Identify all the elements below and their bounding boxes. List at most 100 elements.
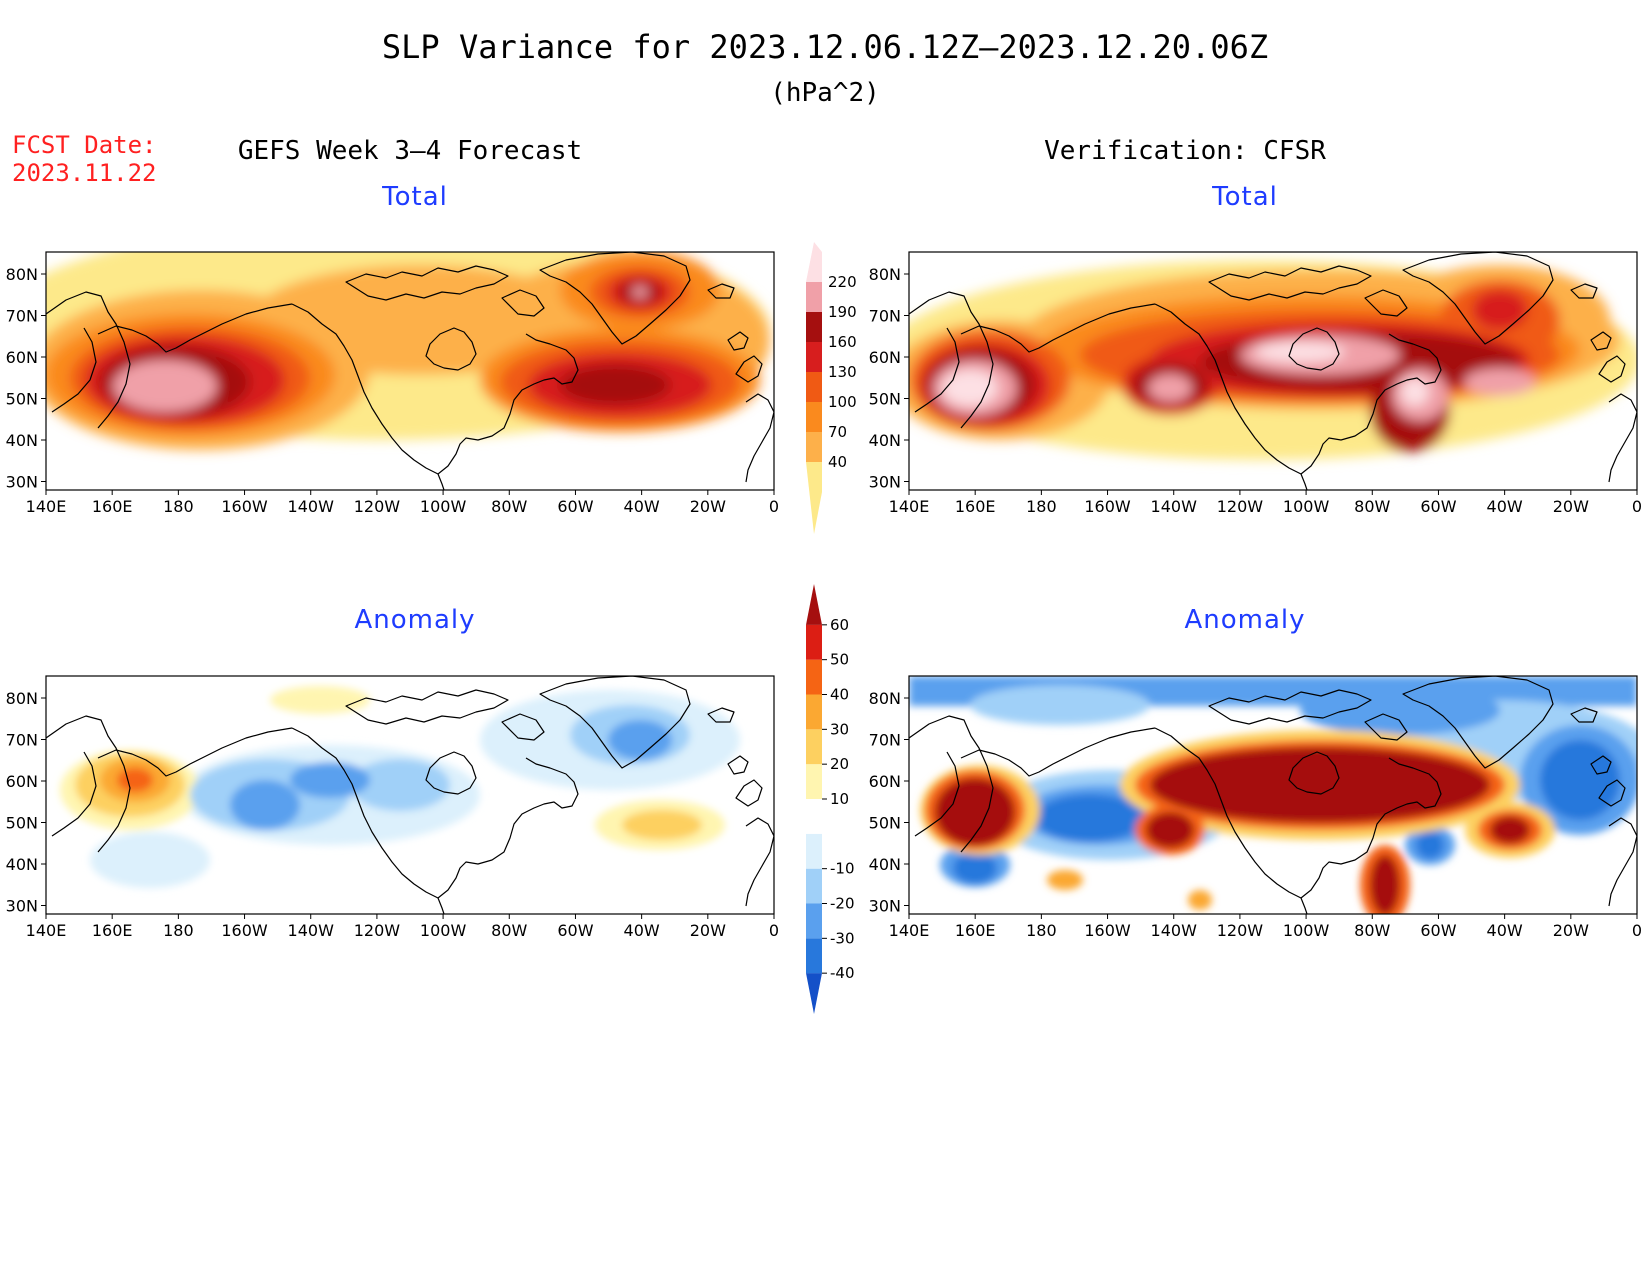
- panel-title-anomaly-gefs: Anomaly: [354, 605, 476, 635]
- colorbar-total: 40 70 100 130 160 190 220: [806, 242, 857, 534]
- lon-label-anomaly-gefs: 160W: [221, 921, 268, 940]
- lon-label-total-gefs: 120W: [354, 497, 401, 516]
- colorbar-anomaly-label: 50: [830, 651, 849, 669]
- colorbar-anomaly-swatch: [806, 973, 822, 1014]
- colorbar-total-label: 190: [828, 303, 857, 321]
- map-anomaly-cfsr: [908, 675, 1638, 915]
- lat-label-anomaly-gefs: 60N: [6, 772, 38, 791]
- colorbar-anomaly-label: 60: [830, 616, 849, 634]
- lon-label-total-gefs: 140W: [288, 497, 335, 516]
- colorbar-total-swatch: [806, 462, 822, 534]
- colorbar-anomaly-label: -20: [830, 895, 855, 913]
- colorbar-total-swatch: [806, 282, 822, 312]
- map-anomaly-gefs: [45, 675, 775, 915]
- lon-label-anomaly-cfsr: 0: [1632, 921, 1642, 940]
- lat-label-total-cfsr: 30N: [869, 473, 901, 492]
- lat-label-anomaly-cfsr: 30N: [869, 897, 901, 916]
- lon-label-total-gefs: 40W: [624, 497, 660, 516]
- colorbar-anomaly-swatch: [806, 799, 822, 834]
- colorbar-total-label: 160: [828, 333, 857, 351]
- lat-label-anomaly-cfsr: 70N: [869, 731, 901, 750]
- colorbar-anomaly-swatch: [806, 903, 822, 939]
- left-column-title: GEFS Week 3–4 Forecast: [237, 136, 583, 166]
- lon-label-total-cfsr: 80W: [1354, 497, 1390, 516]
- lat-label-anomaly-gefs: 30N: [6, 897, 38, 916]
- lat-label-total-cfsr: 70N: [869, 307, 901, 326]
- lon-label-total-gefs: 60W: [557, 497, 593, 516]
- lon-label-anomaly-cfsr: 120W: [1217, 921, 1264, 940]
- colorbar-total-swatch: [806, 312, 822, 342]
- lat-label-total-gefs: 80N: [6, 265, 38, 284]
- lon-label-anomaly-gefs: 140W: [288, 921, 335, 940]
- figure-units: (hPa^2): [770, 78, 880, 108]
- lon-label-anomaly-gefs: 40W: [624, 921, 660, 940]
- lon-label-anomaly-cfsr: 140W: [1151, 921, 1198, 940]
- lon-label-anomaly-cfsr: 40W: [1487, 921, 1523, 940]
- colorbar-total-label: 40: [828, 453, 847, 471]
- colorbar-total-swatch: [806, 402, 822, 432]
- panel-title-total-gefs: Total: [382, 182, 448, 212]
- lat-label-anomaly-cfsr: 40N: [869, 855, 901, 874]
- colorbar-anomaly-label: 10: [830, 790, 849, 808]
- lat-label-total-cfsr: 50N: [869, 390, 901, 409]
- colorbar-anomaly-swatch: [806, 833, 822, 869]
- lat-label-total-cfsr: 40N: [869, 431, 901, 450]
- colorbar-anomaly-label: 40: [830, 686, 849, 704]
- lon-label-total-gefs: 140E: [26, 497, 67, 516]
- lon-label-anomaly-gefs: 120W: [354, 921, 401, 940]
- lon-label-anomaly-gefs: 80W: [491, 921, 527, 940]
- lat-label-total-gefs: 50N: [6, 390, 38, 409]
- lat-label-total-gefs: 30N: [6, 473, 38, 492]
- panel-title-anomaly-cfsr: Anomaly: [1184, 605, 1306, 635]
- lon-label-total-gefs: 160E: [92, 497, 133, 516]
- lon-label-total-cfsr: 120W: [1217, 497, 1264, 516]
- lon-label-anomaly-cfsr: 180: [1026, 921, 1057, 940]
- figure-title: SLP Variance for 2023.12.06.12Z–2023.12.…: [381, 28, 1269, 66]
- colorbar-anomaly-swatch: [806, 694, 822, 730]
- colorbar-anomaly-label: -30: [830, 929, 855, 947]
- colorbar-total-label: 130: [828, 363, 857, 381]
- colorbar-anomaly-label: 20: [830, 755, 849, 773]
- panel-title-total-cfsr: Total: [1212, 182, 1278, 212]
- lat-label-total-gefs: 70N: [6, 307, 38, 326]
- lon-label-total-gefs: 180: [163, 497, 194, 516]
- lon-label-anomaly-cfsr: 160W: [1084, 921, 1131, 940]
- lon-label-total-cfsr: 0: [1632, 497, 1642, 516]
- map-total-gefs: [45, 251, 775, 491]
- lat-label-anomaly-gefs: 40N: [6, 855, 38, 874]
- colorbar-total-swatch: [806, 242, 822, 282]
- lon-label-anomaly-cfsr: 160E: [955, 921, 996, 940]
- lon-label-anomaly-gefs: 140E: [26, 921, 67, 940]
- lat-label-anomaly-gefs: 50N: [6, 814, 38, 833]
- lon-label-total-cfsr: 60W: [1420, 497, 1456, 516]
- lon-label-anomaly-cfsr: 20W: [1553, 921, 1589, 940]
- colorbar-total-label: 100: [828, 393, 857, 411]
- lon-label-total-gefs: 20W: [690, 497, 726, 516]
- lon-label-total-cfsr: 140W: [1151, 497, 1198, 516]
- lon-label-anomaly-cfsr: 80W: [1354, 921, 1390, 940]
- lon-label-anomaly-gefs: 100W: [420, 921, 467, 940]
- colorbar-anomaly-label: 30: [830, 720, 849, 738]
- lat-label-anomaly-gefs: 80N: [6, 689, 38, 708]
- lon-label-total-gefs: 100W: [420, 497, 467, 516]
- colorbar-anomaly-swatch: [806, 584, 822, 625]
- colorbar-total-label: 220: [828, 273, 857, 291]
- lon-label-anomaly-gefs: 180: [163, 921, 194, 940]
- lon-label-total-cfsr: 140E: [889, 497, 930, 516]
- lon-label-total-cfsr: 160E: [955, 497, 996, 516]
- fcst-date-label: FCST Date:: [12, 131, 157, 159]
- lon-label-total-cfsr: 40W: [1487, 497, 1523, 516]
- lat-label-total-cfsr: 80N: [869, 265, 901, 284]
- lon-label-total-cfsr: 160W: [1084, 497, 1131, 516]
- colorbar-anomaly: -40 -30 -20 -10 10 20 30 40 50 60: [806, 584, 855, 1014]
- lon-label-anomaly-cfsr: 100W: [1283, 921, 1330, 940]
- colorbar-total-swatch: [806, 432, 822, 462]
- lon-label-total-gefs: 80W: [491, 497, 527, 516]
- right-column-title: Verification: CFSR: [1044, 136, 1326, 166]
- colorbar-total-label: 70: [828, 423, 847, 441]
- lon-label-anomaly-gefs: 160E: [92, 921, 133, 940]
- colorbar-anomaly-swatch: [806, 624, 822, 660]
- fcst-date-value: 2023.11.22: [12, 159, 157, 187]
- lat-label-anomaly-cfsr: 80N: [869, 689, 901, 708]
- colorbar-total-swatch: [806, 372, 822, 402]
